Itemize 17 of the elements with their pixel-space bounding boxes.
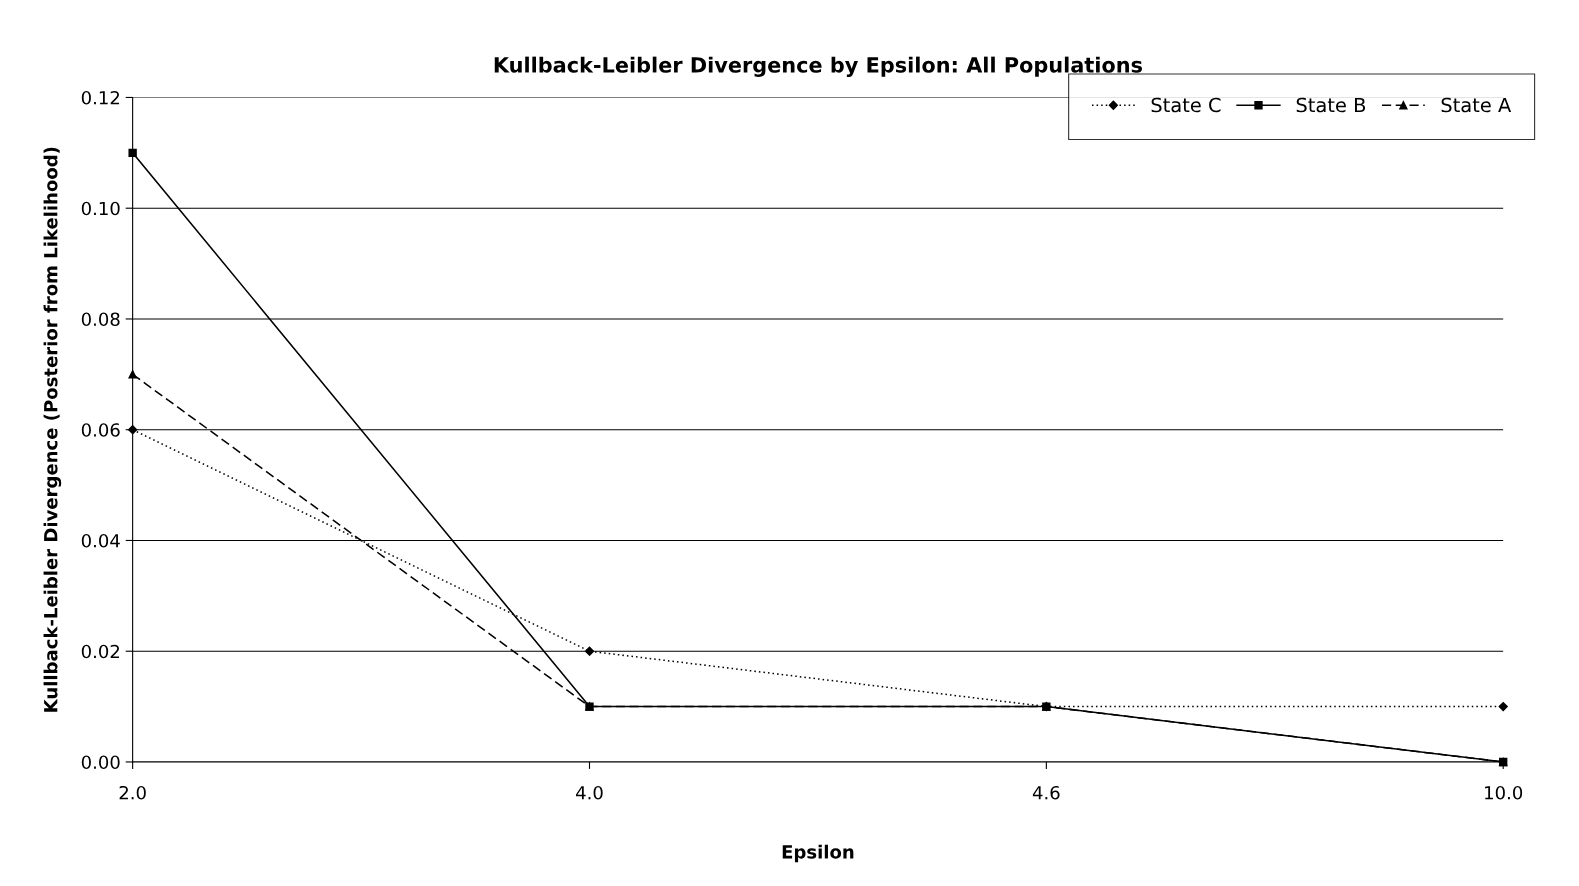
- y-tick-label: 0.12: [81, 90, 120, 105]
- y-tick-label: 0.04: [81, 533, 120, 548]
- y-tick-label: 0.00: [81, 755, 120, 770]
- x-tick-label: 4.0: [576, 785, 603, 800]
- x-tick-label: 10.0: [1485, 785, 1523, 800]
- legend-label: State C: [1151, 97, 1221, 113]
- chart-title: Kullback-Leibler Divergence by Epsilon: All Populations: [494, 56, 1142, 77]
- x-axis-title: Epsilon: [782, 844, 854, 863]
- x-tick-label: 2.0: [119, 785, 146, 800]
- y-tick-label: 0.02: [81, 644, 120, 659]
- y-axis-title: Kullback-Leibler Divergence (Posterior from Likelihood): [43, 147, 62, 712]
- y-tick-label: 0.08: [81, 312, 120, 327]
- legend-label: State B: [1296, 97, 1366, 113]
- y-tick-label: 0.06: [81, 423, 120, 437]
- x-tick-label: 4.6: [1032, 785, 1060, 800]
- legend-label: State A: [1441, 97, 1512, 113]
- y-tick-label: 0.10: [81, 201, 120, 216]
